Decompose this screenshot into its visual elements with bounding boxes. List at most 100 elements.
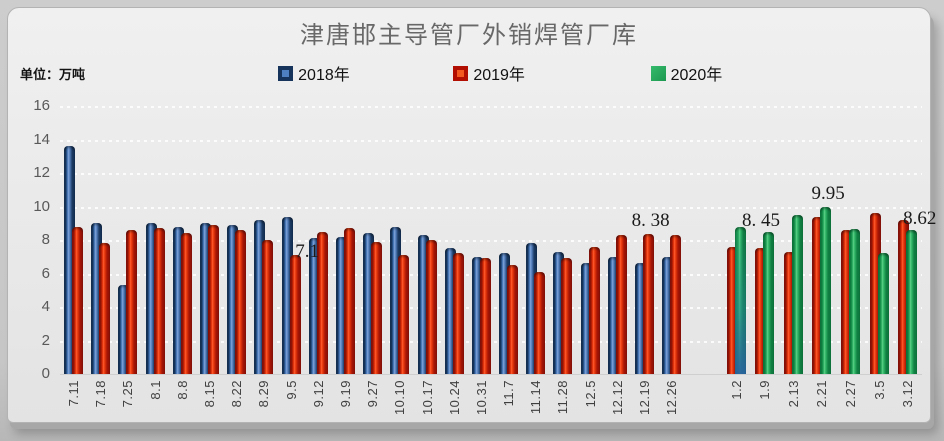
bar-2019年-2.27 (840, 229, 852, 374)
y-tick-label: 4 (41, 298, 50, 316)
bar-2020年-2.27 (848, 229, 860, 374)
bar-2020年-3.12 (906, 229, 918, 374)
gridline (60, 340, 922, 343)
bar-2018年-10.31 (471, 256, 483, 374)
x-tick-label: 8.1 (147, 380, 163, 400)
bar-2019年-10.24 (452, 253, 464, 374)
bar-pair-12.19 (631, 106, 658, 374)
data-label: 8. 38 (631, 209, 670, 231)
bar-pair-9.19 (332, 106, 359, 374)
legend-label-2018: 2018年 (298, 67, 350, 84)
bar-pair-10.31 (468, 106, 495, 374)
legend-swatch-2019-icon (453, 65, 469, 81)
x-tick-label: 8.22 (229, 380, 245, 408)
y-tick-label: 14 (33, 130, 50, 148)
y-tick-label: 2 (41, 331, 50, 349)
bar-2019年-12.5 (588, 246, 600, 374)
bar-2020年-3.5 (877, 253, 889, 374)
bar-2019年-8.15 (208, 224, 220, 374)
bar-pair-8.15 (196, 106, 223, 374)
x-tick-label: 2.27 (842, 380, 858, 408)
bar-2019年-8.8 (180, 233, 192, 374)
bar-pair-9.5 (278, 106, 305, 374)
bar-pair-8.29 (250, 106, 277, 374)
x-tick-label: 2.13 (785, 380, 801, 408)
bar-pair-8.22 (223, 106, 250, 374)
x-tick-label: 9.5 (283, 380, 299, 400)
x-tick-label: 8.29 (256, 380, 272, 408)
bar-pair-9.27 (359, 106, 386, 374)
bar-pair-10.17 (413, 106, 440, 374)
bar-2018年-10.24 (444, 248, 456, 374)
bar-2019年-9.19 (343, 228, 355, 374)
bar-2019年-11.7 (507, 265, 519, 374)
bar-2019年-10.31 (479, 258, 491, 374)
bar-pair-2.21 (808, 106, 837, 374)
gridline (60, 240, 922, 242)
bar-2018年-11.7 (499, 253, 511, 374)
bar-pair-7.11 (60, 106, 87, 374)
bar-2019年-8.1 (153, 228, 165, 374)
bar-2019年-11.14 (534, 271, 546, 374)
bar-2019年-2.21 (812, 216, 824, 374)
x-tick-label: 9.12 (310, 380, 326, 408)
legend-label-2020: 2020年 (670, 67, 723, 84)
data-label: 8. 45 (741, 210, 780, 232)
bar-pair-2.13 (779, 106, 808, 374)
gridline (60, 106, 922, 108)
bar-2019年-12.19 (643, 233, 655, 374)
legend-label-2019: 2019年 (473, 67, 525, 84)
bar-2019年-10.17 (425, 240, 437, 374)
x-tick-label: 3.5 (871, 380, 887, 400)
bar-2018年-10.17 (417, 234, 429, 374)
bar-2020年-2.21 (820, 207, 832, 374)
bar-2018年-11.14 (526, 243, 538, 374)
bar-pair-3.5 (865, 106, 894, 374)
bar-pair-7.18 (87, 106, 114, 374)
bar-2019年-12.26 (670, 234, 682, 374)
bar-2020年-1.2 (734, 227, 746, 374)
bar-pair-9.12 (305, 106, 332, 374)
y-tick-label: 6 (41, 264, 50, 282)
y-tick-label: 8 (41, 231, 50, 249)
chart-title: 津唐邯主导管厂外销焊管厂库 (300, 23, 638, 49)
plot-area: 7.1 8. 38 8. 45 9.95 8.62 (60, 106, 936, 375)
bar-pair-11.7 (495, 106, 522, 374)
y-tick-label: 16 (33, 97, 50, 115)
x-tick-label: 9.19 (337, 380, 353, 408)
bar-2018年-12.12 (607, 256, 619, 374)
bar-chart: 0 2 4 6 8 10 12 14 16 7.1 8. 38 8. 45 9.95 8.62 7.11… (16, 97, 936, 438)
legend-item-2018: 2018年 (278, 61, 350, 85)
bar-2019年-8.22 (235, 229, 247, 374)
gridline (60, 206, 922, 209)
bar-2019年-9.27 (371, 241, 383, 374)
data-label: 7.1 (295, 241, 319, 263)
bar-2018年-8.22 (227, 224, 239, 374)
gridline (60, 139, 922, 142)
gridline (60, 307, 922, 309)
bar-pair-7.25 (114, 106, 141, 374)
x-tick-label: 10.10 (392, 380, 408, 416)
x-tick-label: 11.14 (528, 380, 544, 415)
data-label: 8.62 (903, 207, 937, 229)
x-tick-label: 8.8 (174, 380, 190, 400)
bar-pair-11.14 (522, 106, 549, 374)
legend-item-2019: 2019年 (453, 61, 525, 85)
bar-2020年-1.9 (763, 232, 775, 374)
bar-pair-3.12 (893, 106, 922, 374)
x-tick-label: 12.5 (582, 380, 598, 408)
bar-pair-12.12 (604, 106, 631, 374)
bars-row (60, 106, 922, 374)
bar-2019年-1.9 (755, 248, 767, 374)
bar-2019年-7.18 (99, 243, 111, 374)
x-tick-label: 10.24 (446, 380, 462, 416)
bar-2018年-8.15 (200, 223, 212, 374)
bar-2019年-7.11 (72, 226, 84, 374)
x-axis: 7.11 7.18 7.25 8.1 8.8 8.15 8.22 8.29 9.5 9.12 9.1… (60, 380, 922, 438)
x-tick-label: 3.12 (900, 380, 916, 408)
bar-2019年-2.13 (783, 251, 795, 374)
bar-2018年-9.19 (335, 236, 347, 374)
bar-2018年-9.5 (281, 216, 293, 374)
bar-2018年-12.26 (662, 256, 674, 374)
data-label: 9.95 (811, 183, 845, 205)
